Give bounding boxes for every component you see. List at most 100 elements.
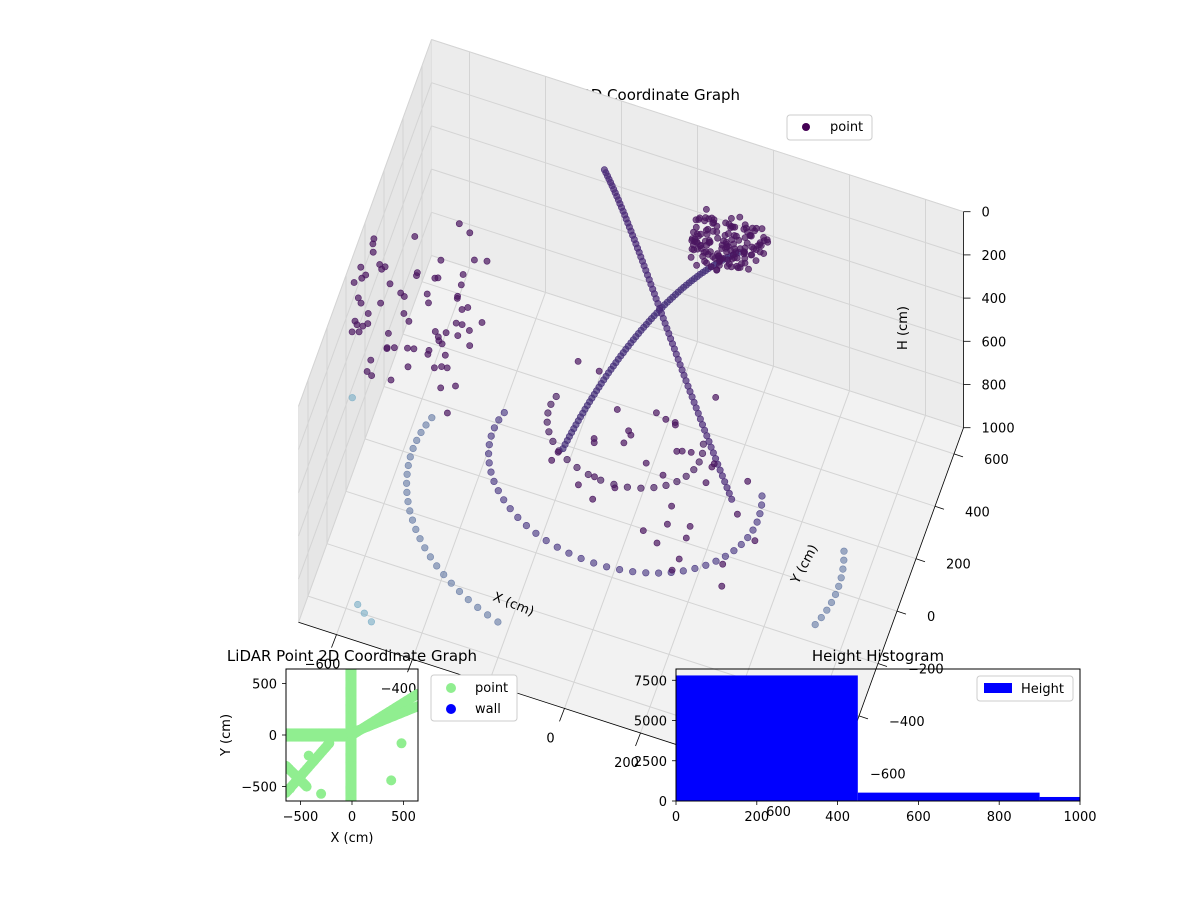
point-3d-19 <box>421 544 429 552</box>
grid-floor-y-4 <box>383 386 917 560</box>
point-2d-712 <box>413 701 418 712</box>
point-3d-402 <box>483 257 491 265</box>
x-tick-label-3d-3: 0 <box>546 731 554 746</box>
point-3d-34 <box>835 582 843 590</box>
point-3d-79 <box>547 400 555 408</box>
point-3d-396 <box>357 263 365 271</box>
point-3d-420 <box>387 376 395 384</box>
legend-hist-swatch <box>984 683 1012 693</box>
x-axis-label-2d: X (cm) <box>331 831 374 846</box>
point-3d-474 <box>620 439 628 447</box>
point-3d-476 <box>708 463 716 471</box>
point-3d-289 <box>707 263 715 271</box>
grid-back-z-0 <box>431 39 964 213</box>
point-3d-430 <box>455 220 463 228</box>
hist-x-tick-label-0: 0 <box>672 810 680 825</box>
point-3d-428 <box>457 281 465 289</box>
point-2d-786 <box>316 788 327 799</box>
point-3d-462 <box>653 539 661 547</box>
point-3d-423 <box>458 306 466 313</box>
point-3d-467 <box>590 439 598 447</box>
point-3d-429 <box>413 272 420 279</box>
point-3d-56 <box>565 549 573 557</box>
grid-left-z-4 <box>298 212 432 580</box>
point-3d-39 <box>500 409 508 417</box>
point-3d-35 <box>837 574 845 582</box>
point-3d-236 <box>725 489 733 497</box>
point-3d-442 <box>431 328 439 335</box>
point-3d-445 <box>438 340 446 348</box>
point-3d-95 <box>682 472 690 480</box>
point-3d-415 <box>357 299 365 307</box>
point-3d-414 <box>400 310 408 317</box>
z-tick-label-3d-2: 400 <box>982 292 1007 307</box>
point-3d-395 <box>348 328 356 336</box>
hist-x-tick-label-3: 600 <box>906 810 931 825</box>
point-3d-92 <box>650 484 658 492</box>
point-3d-42 <box>487 432 495 440</box>
hist-y-tick-label-3: 7500 <box>634 674 667 689</box>
point-3d-230 <box>718 472 726 480</box>
y-tick-mark-3d-3 <box>896 610 907 615</box>
point-3d-318 <box>745 265 752 273</box>
point-3d-482 <box>662 415 670 423</box>
point-3d-37 <box>840 556 848 564</box>
point-3d-426 <box>452 319 460 327</box>
point-3d-392 <box>459 271 467 278</box>
x-tick-label-3d-1: −400 <box>381 682 417 697</box>
point-3d-458 <box>575 481 582 489</box>
point-3d-45 <box>485 459 493 467</box>
y-tick-mark-3d-2 <box>877 663 888 667</box>
hist-x-tick-label-1: 200 <box>744 810 769 825</box>
point-3d-376 <box>736 245 744 253</box>
point-3d-46 <box>487 468 495 476</box>
point-3d-83 <box>549 437 557 446</box>
point-3d-12 <box>403 479 411 487</box>
point-3d-325 <box>760 233 767 241</box>
point-3d-472 <box>639 527 647 534</box>
point-3d-6 <box>417 428 425 437</box>
point-3d-493 <box>687 448 695 456</box>
hist-bar-1 <box>857 792 1040 801</box>
point-2d-753 <box>324 738 335 749</box>
point-3d-448 <box>423 290 431 298</box>
grid-floor-x-4 <box>640 366 774 734</box>
point-3d-390 <box>386 280 394 288</box>
x-tick-mark-3d-1 <box>407 659 413 673</box>
legend-2d: point wall <box>430 674 518 722</box>
point-3d-491 <box>554 448 562 456</box>
point-3d-61 <box>629 568 637 576</box>
point-3d-91 <box>637 484 645 492</box>
point-3d-3 <box>367 618 376 626</box>
point-3d-466 <box>668 502 675 510</box>
point-3d-62 <box>642 569 650 577</box>
point-3d-453 <box>466 342 474 349</box>
x-tick-label-3d-6: 600 <box>766 805 791 820</box>
point-3d-31 <box>823 606 831 614</box>
point-3d-469 <box>718 582 726 590</box>
point-3d-74 <box>753 518 761 526</box>
x-tick-label-2d-2: 500 <box>391 810 416 825</box>
point-3d-479 <box>613 406 621 413</box>
point-3d-432 <box>454 332 462 339</box>
point-3d-447 <box>350 279 358 286</box>
point-3d-99 <box>699 440 708 448</box>
points-3d <box>348 166 848 629</box>
point-3d-48 <box>494 487 502 495</box>
x-tick-mark-3d-0 <box>331 634 337 648</box>
hist-x-tick-label-5: 1000 <box>1063 810 1096 825</box>
point-3d-14 <box>404 498 412 506</box>
y-tick-mark-3d-6 <box>953 453 964 458</box>
point-3d-483 <box>751 537 759 545</box>
point-3d-78 <box>552 392 560 401</box>
legend-3d-label-point: point <box>830 120 863 135</box>
y-tick-label-3d-2: −200 <box>908 663 944 678</box>
point-3d-431 <box>364 310 372 317</box>
point-3d-378 <box>696 214 704 222</box>
point-3d-370 <box>728 214 735 222</box>
point-3d-7 <box>413 436 421 445</box>
grid-back-z-2 <box>431 125 964 299</box>
point-3d-15 <box>406 507 414 515</box>
point-3d-383 <box>390 344 398 352</box>
